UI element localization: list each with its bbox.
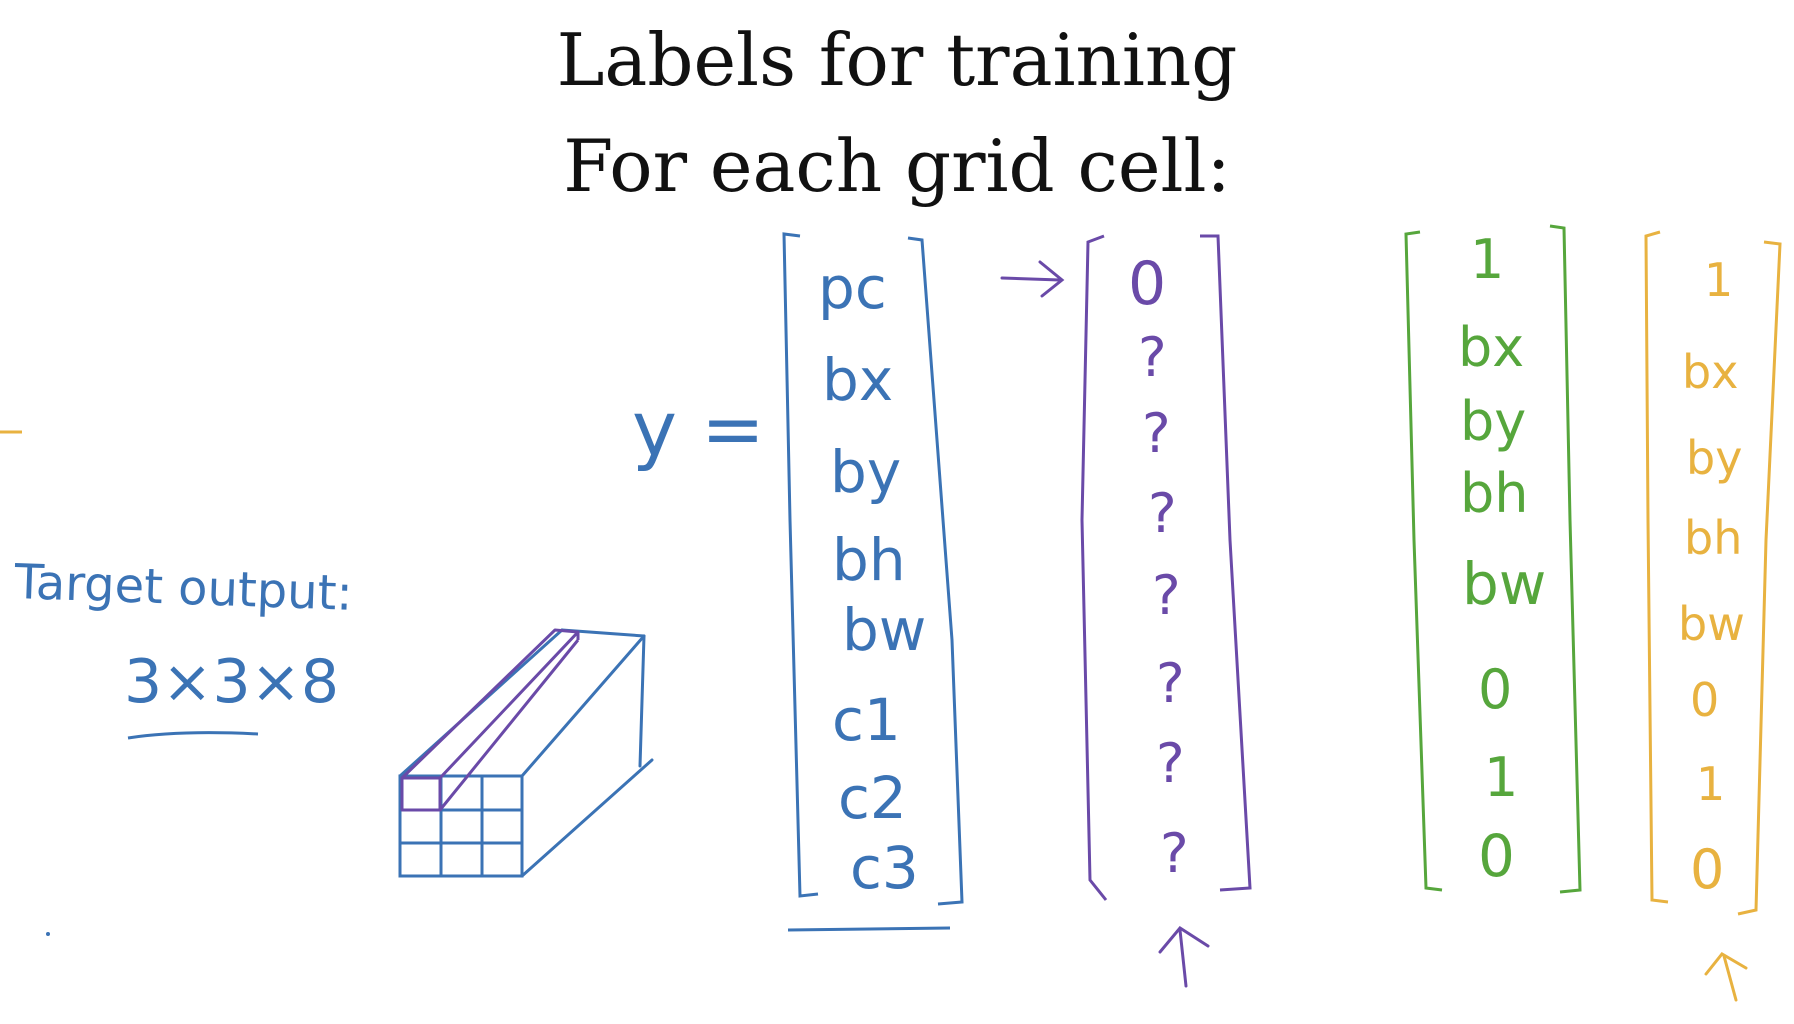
dims-underline (127, 731, 259, 740)
vector-item: bh (1684, 511, 1742, 565)
stray-dot (46, 932, 50, 936)
vector-item: bw (1462, 550, 1546, 618)
left-bracket (1404, 230, 1443, 892)
vector-underline (787, 926, 951, 932)
vector-item: 1 (1704, 253, 1733, 307)
vector-item: ? (1138, 326, 1167, 389)
right-bracket (1737, 240, 1782, 916)
vector-item: bx (1682, 345, 1738, 399)
vector-item: c2 (838, 764, 907, 832)
right-bracket (1549, 224, 1582, 894)
vector-item: pc (818, 254, 887, 322)
right-bracket (907, 236, 964, 906)
vector-item: by (1460, 390, 1526, 453)
label-vector-object-cell-b: 1 bx by bh bw 0 1 0 (1644, 230, 1782, 916)
vector-item: ? (1160, 822, 1189, 885)
vector-item: ? (1142, 402, 1171, 465)
y-label: y = (632, 384, 765, 473)
vector-item: 0 (1690, 673, 1719, 727)
vector-item: ? (1148, 482, 1177, 545)
vector-item: bw (842, 596, 926, 664)
vector-item: 1 (1470, 228, 1504, 291)
label-vector-object-cell-a: 1 bx by bh bw 0 1 0 (1404, 224, 1582, 894)
vector-item: bx (822, 346, 893, 414)
highlighted-cell-column (400, 628, 580, 812)
target-output-dims: 3×3×8 (124, 647, 339, 717)
diagram-subtitle: For each grid cell: (563, 124, 1231, 208)
arrow-up-icon (1158, 926, 1210, 988)
arrow-up-icon (1704, 952, 1748, 1002)
vector-item: 1 (1484, 746, 1518, 809)
label-vector-background-cell: 0 ? ? ? ? ? ? ? (1080, 234, 1252, 901)
vector-item: 0 (1478, 822, 1515, 890)
left-bracket (1080, 234, 1108, 901)
vector-item: bx (1458, 316, 1524, 379)
vector-item: bh (832, 526, 906, 594)
vector-item: ? (1156, 732, 1185, 795)
vector-item: 0 (1690, 838, 1724, 901)
vector-item: c1 (832, 686, 901, 754)
output-volume-sketch (398, 628, 654, 878)
vector-item: by (1686, 431, 1742, 485)
label-vector-definition: pc bx by bh bw c1 c2 c3 (782, 232, 964, 932)
vector-item: bh (1460, 462, 1529, 525)
vector-item: c3 (850, 834, 919, 902)
diagram-title: Labels for training (556, 18, 1238, 102)
vector-item: by (830, 438, 901, 506)
target-output-label: Target output: (13, 554, 354, 622)
right-bracket (1200, 234, 1252, 892)
vector-item: ? (1156, 652, 1185, 715)
vector-item: 0 (1478, 658, 1512, 721)
left-bracket (1644, 230, 1669, 904)
arrow-right-icon (1000, 260, 1065, 298)
vector-item: 0 (1128, 249, 1166, 319)
vector-item: 1 (1696, 757, 1725, 811)
vector-item: ? (1152, 564, 1181, 627)
left-bracket (782, 232, 819, 898)
vector-item: bw (1678, 597, 1745, 651)
